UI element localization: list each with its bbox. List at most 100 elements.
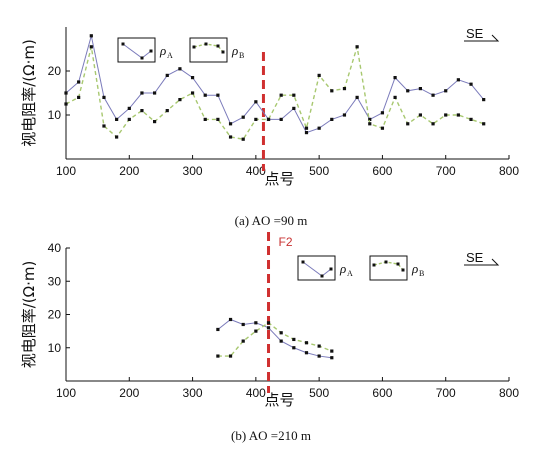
- series-line-rho-b: [65, 46, 484, 140]
- data-point-rho-a: [140, 91, 144, 95]
- panel-b: 100 200 300 400 500 600 700 800 10 20 30 40 视电阻率/(Ω·…: [20, 232, 519, 443]
- data-point-rho-a: [482, 98, 486, 102]
- direction-indicator: SE: [464, 26, 500, 42]
- data-point-rho-b: [228, 354, 233, 358]
- panel-a: 100 200 300 400 500 600 700 800 10 20 视电阻率/(Ω·m) 点号…: [20, 26, 519, 228]
- legend-sub-rho-a: A: [167, 51, 173, 60]
- legend-swatch-line: [193, 43, 224, 53]
- data-point-rho-a: [241, 115, 245, 119]
- legend-swatch-point: [121, 42, 125, 46]
- data-point-rho-b: [292, 93, 296, 97]
- data-point-rho-a: [304, 131, 309, 135]
- x-tick-label: 500: [309, 386, 329, 400]
- fault-label: F2: [279, 235, 293, 249]
- data-point-rho-b: [228, 135, 233, 139]
- panel-caption: (b) AO =210 m: [231, 428, 311, 443]
- panel-caption: (a) AO =90 m: [235, 213, 308, 228]
- data-point-rho-a: [127, 106, 131, 110]
- data-point-rho-b: [279, 93, 283, 97]
- legend-label-rho-a: ρ: [339, 261, 346, 276]
- legend-swatch-point: [384, 260, 388, 264]
- data-point-rho-b: [165, 109, 169, 113]
- legend-swatch-point: [372, 263, 376, 267]
- data-point-rho-a: [304, 351, 309, 355]
- x-tick-label: 700: [436, 386, 456, 400]
- direction-arrow: [464, 34, 500, 42]
- data-point-rho-b: [115, 135, 119, 139]
- data-point-rho-b: [406, 122, 410, 126]
- data-point-rho-b: [355, 45, 359, 49]
- legend-swatch-point: [301, 260, 305, 264]
- data-point-rho-b: [127, 117, 131, 121]
- data-point-rho-a: [165, 73, 169, 77]
- data-point-rho-b: [266, 117, 271, 121]
- data-point-rho-a: [444, 89, 448, 93]
- legend-sub-rho-b: B: [419, 269, 424, 278]
- legend-swatch-point: [396, 262, 400, 266]
- direction-label: SE: [466, 250, 484, 265]
- legend-swatch-line: [373, 261, 404, 271]
- y-axis-label: 视电阻率/(Ω·m): [20, 261, 38, 369]
- legend-swatch-point: [140, 56, 144, 60]
- data-point-rho-b: [380, 126, 385, 130]
- legend-box: [297, 255, 336, 281]
- data-point-rho-b: [330, 89, 334, 93]
- data-point-rho-a: [279, 117, 283, 121]
- data-point-rho-a: [89, 34, 93, 38]
- legend-sub-rho-b: B: [239, 51, 244, 60]
- data-point-rho-b: [317, 73, 321, 77]
- data-point-rho-b: [317, 344, 321, 348]
- data-point-rho-b: [77, 95, 81, 99]
- data-point-rho-a: [317, 354, 321, 358]
- legend-swatch-point: [320, 274, 324, 278]
- data-point-rho-b: [102, 124, 106, 128]
- data-point-rho-b: [444, 113, 448, 117]
- data-point-rho-b: [469, 117, 473, 121]
- data-point-rho-b: [456, 113, 460, 117]
- data-point-rho-a: [418, 87, 422, 91]
- legend-swatch-point: [221, 50, 225, 54]
- x-tick-label: 600: [372, 386, 392, 400]
- data-point-rho-b: [482, 122, 486, 126]
- data-point-rho-a: [102, 95, 106, 99]
- series-line-rho-b: [217, 321, 333, 357]
- data-point-rho-b: [64, 102, 68, 106]
- data-point-rho-a: [342, 113, 347, 117]
- series-line-rho-a: [65, 35, 485, 134]
- data-point-rho-b: [89, 45, 93, 49]
- data-point-rho-a: [355, 95, 359, 99]
- data-point-rho-a: [330, 117, 334, 121]
- x-tick-label: 800: [499, 164, 519, 178]
- x-tick-label: 300: [183, 164, 203, 178]
- x-tick-label: 200: [119, 164, 139, 178]
- data-point-rho-a: [64, 91, 68, 95]
- x-tick-label: 600: [372, 164, 392, 178]
- legend-box: [189, 37, 228, 63]
- data-point-rho-a: [368, 117, 372, 121]
- y-tick-label: 30: [48, 274, 62, 288]
- legend-label-rho-a: ρ: [159, 43, 166, 58]
- data-point-rho-b: [178, 98, 182, 102]
- data-point-rho-b: [254, 329, 258, 333]
- direction-indicator: SE: [464, 250, 500, 266]
- data-point-rho-a: [406, 89, 410, 93]
- data-point-rho-a: [292, 106, 296, 110]
- data-point-rho-a: [292, 346, 296, 350]
- legend-box: [117, 37, 156, 63]
- data-point-rho-a: [380, 111, 385, 115]
- legend-swatch-point: [149, 49, 153, 53]
- data-point-rho-a: [228, 317, 233, 322]
- data-point-rho-a: [216, 93, 220, 97]
- x-tick-label: 500: [309, 164, 329, 178]
- data-point-rho-a: [178, 67, 182, 71]
- data-point-rho-a: [216, 327, 220, 332]
- data-point-rho-a: [469, 82, 473, 86]
- legend-box: [369, 255, 408, 281]
- data-point-rho-b: [241, 137, 245, 141]
- legend-swatch-point: [401, 268, 405, 272]
- y-axis-label: 视电阻率/(Ω·m): [20, 39, 38, 147]
- data-point-rho-b: [140, 109, 144, 113]
- data-point-rho-b: [216, 354, 220, 358]
- data-point-rho-a: [317, 126, 321, 130]
